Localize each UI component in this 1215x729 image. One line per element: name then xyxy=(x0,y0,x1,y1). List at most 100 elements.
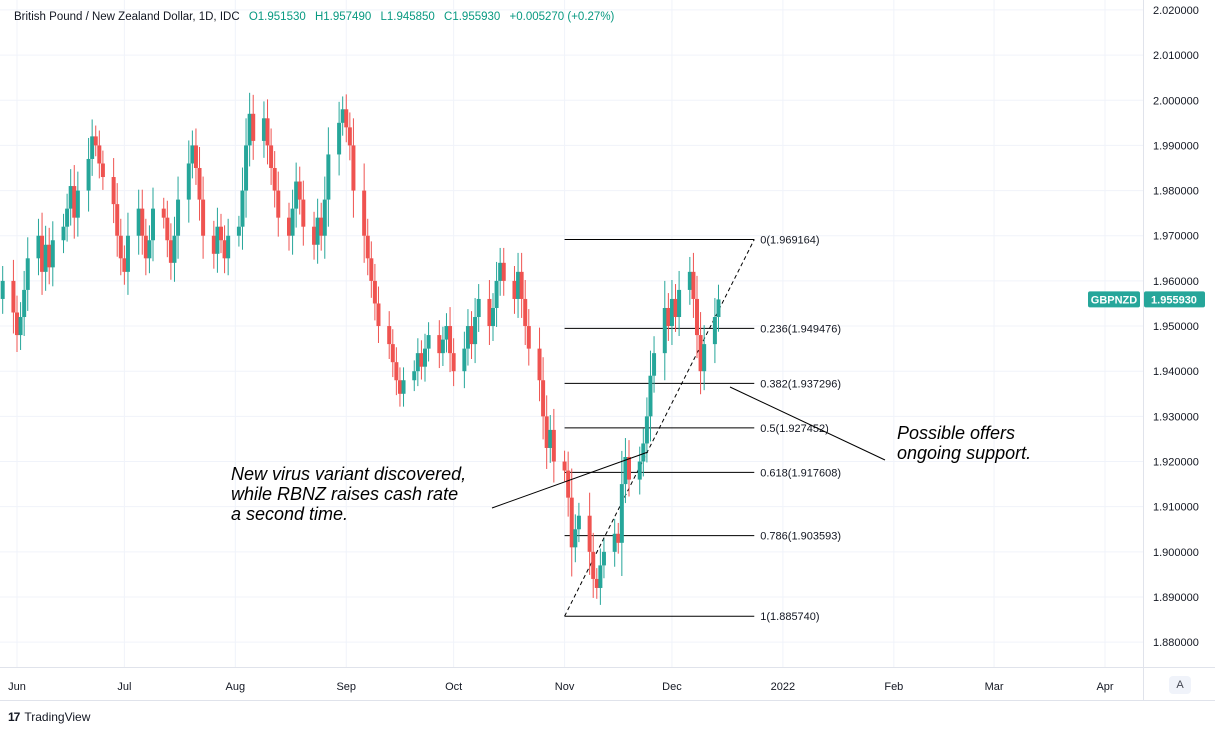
open-value: O1.951530 xyxy=(248,11,306,23)
candle-body xyxy=(326,154,331,200)
candle-body xyxy=(598,565,603,588)
candle-body xyxy=(201,199,206,236)
fibonacci-retracement: 0(1.969164) 0.236(1.949476) 0.382(1.937296… xyxy=(564,235,841,623)
auto-scale-button[interactable]: A xyxy=(1169,676,1191,694)
candle-body xyxy=(662,307,667,354)
time-tick-label: Dec xyxy=(662,681,682,693)
candle-body xyxy=(211,235,216,254)
candle-body xyxy=(86,158,91,191)
candle-body xyxy=(698,335,703,372)
time-tick-label: 2022 xyxy=(771,681,795,693)
candle-body xyxy=(43,244,48,272)
candle-body xyxy=(637,461,642,480)
candle-body xyxy=(61,226,66,241)
candle-body xyxy=(261,118,266,141)
candle-body xyxy=(376,303,381,327)
candle-body xyxy=(591,551,596,579)
price-badge-label: 1.955930 xyxy=(1151,294,1197,306)
candle-body xyxy=(390,344,395,363)
price-axis: 1.880000 1.890000 1.900000 1.910000 1.920000… xyxy=(0,0,1215,701)
candle-body xyxy=(669,298,674,327)
fib-level-label: 1(1.885740) xyxy=(760,611,819,623)
candle-body xyxy=(100,163,105,178)
candle-body xyxy=(111,177,116,205)
candle-body xyxy=(569,497,574,548)
candle-body xyxy=(25,258,30,290)
candle-body xyxy=(72,186,77,218)
candle-body xyxy=(193,145,198,168)
candle-body xyxy=(75,190,80,218)
candle-body xyxy=(176,199,181,236)
candle-body xyxy=(516,271,521,299)
candles xyxy=(0,92,721,605)
price-tick-label: 1.920000 xyxy=(1153,457,1199,469)
candle-body xyxy=(90,136,95,159)
price-tick-label: 1.940000 xyxy=(1153,366,1199,378)
candle-body xyxy=(627,457,631,480)
price-tick-label: 2.010000 xyxy=(1153,50,1199,62)
candle-body xyxy=(22,289,27,318)
candle-body xyxy=(47,244,52,268)
price-tick-label: 1.900000 xyxy=(1153,547,1199,559)
candle-body xyxy=(362,190,367,236)
candle-body xyxy=(301,199,306,227)
candle-body xyxy=(251,113,256,141)
tradingview-brand: 17 TradingView xyxy=(8,710,90,724)
candle-body xyxy=(644,416,649,444)
candle-body xyxy=(372,280,377,304)
candle-body xyxy=(186,163,191,200)
candle-body xyxy=(297,181,302,200)
candle-body xyxy=(423,348,427,367)
candle-body xyxy=(401,380,406,394)
right-note-pointer xyxy=(729,386,886,461)
candle-body xyxy=(677,289,682,318)
fib-level-label: 0.236(1.949476) xyxy=(760,323,841,335)
candle-body xyxy=(412,371,417,381)
candle-body xyxy=(344,109,349,128)
price-badge-bg xyxy=(1144,291,1205,308)
price-tick-label: 1.890000 xyxy=(1153,592,1199,604)
candle-body xyxy=(544,416,549,448)
candle-body xyxy=(451,353,456,372)
candle-body xyxy=(190,145,195,164)
candle-body xyxy=(519,271,524,299)
candle-body xyxy=(165,217,170,241)
candle-body xyxy=(702,344,707,372)
candle-body xyxy=(147,240,152,259)
candle-body xyxy=(444,326,449,340)
ticker-badge-label: GBPNZD xyxy=(1091,294,1138,306)
right-note-line: ongoing support. xyxy=(897,443,1031,463)
time-tick-label: Oct xyxy=(445,681,462,693)
candle-body xyxy=(118,235,123,259)
left-note-line: a second time. xyxy=(231,504,348,524)
price-tick-label: 1.970000 xyxy=(1153,231,1199,243)
candle-body xyxy=(666,307,671,327)
candle-body xyxy=(340,109,345,123)
candle-body xyxy=(476,298,481,318)
time-tick-label: Apr xyxy=(1096,681,1113,693)
candle-body xyxy=(716,299,721,318)
candle-body xyxy=(197,167,202,200)
candle-body xyxy=(143,235,148,259)
candle-body xyxy=(594,578,599,588)
candle-body xyxy=(269,145,274,168)
candle-body xyxy=(93,136,98,146)
candle-body xyxy=(276,190,281,218)
ticker-badge-bg xyxy=(1088,291,1140,308)
candle-body xyxy=(244,145,249,191)
candle-body xyxy=(65,208,70,227)
candle-body xyxy=(125,235,130,272)
candle-body xyxy=(290,208,295,236)
candle-body xyxy=(272,167,277,191)
low-value: L1.945850 xyxy=(380,11,435,23)
time-tick-label: Mar xyxy=(985,681,1004,693)
candle-body xyxy=(161,208,166,218)
candle-body xyxy=(462,348,467,372)
candle-body xyxy=(526,326,531,349)
left-note-line: New virus variant discovered, xyxy=(231,464,466,484)
candle-body xyxy=(673,298,678,318)
candle-body xyxy=(226,235,231,259)
candle-body xyxy=(415,353,420,372)
candle-body xyxy=(551,429,556,462)
fib-trend-line xyxy=(564,239,755,617)
